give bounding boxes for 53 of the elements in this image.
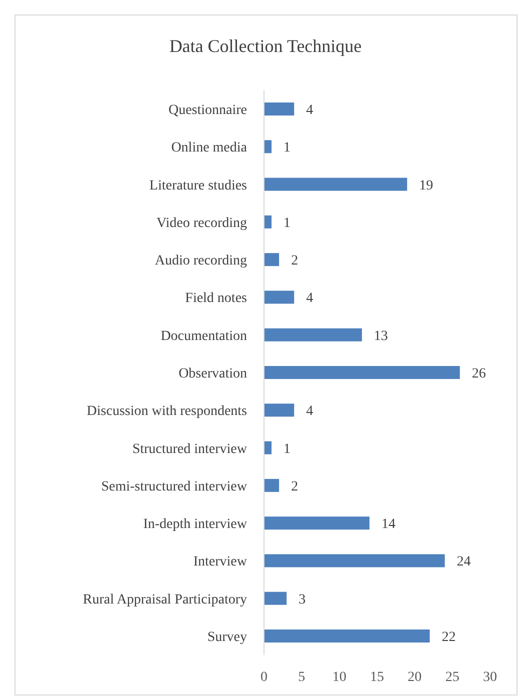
y-tick-label: Literature studies xyxy=(149,178,247,194)
y-tick-label: In-depth interview xyxy=(143,517,248,532)
y-tick-label: Audio recording xyxy=(154,254,247,269)
data-label: 2 xyxy=(291,254,298,269)
bar xyxy=(264,290,294,304)
data-label: 1 xyxy=(284,216,291,231)
y-tick-label: Documentation xyxy=(160,328,247,344)
bar xyxy=(264,516,370,530)
data-label: 24 xyxy=(456,554,471,570)
bar xyxy=(264,253,280,266)
y-tick-label: Interview xyxy=(193,554,248,570)
x-tick-label: 20 xyxy=(408,670,422,685)
bar xyxy=(264,215,272,228)
y-tick-label: Structured interview xyxy=(132,442,248,457)
bar xyxy=(264,630,430,642)
y-tick-label: Survey xyxy=(207,630,247,645)
y-tick-label: Questionnaire xyxy=(168,103,247,118)
data-label: 2 xyxy=(291,479,298,494)
bar xyxy=(264,102,294,116)
bar xyxy=(264,328,362,342)
data-label: 4 xyxy=(306,103,314,118)
data-label: 19 xyxy=(419,178,434,194)
y-tick-label: Video recording xyxy=(156,216,247,231)
bar xyxy=(264,366,460,379)
data-label: 3 xyxy=(298,592,306,608)
x-tick-label: 0 xyxy=(260,670,268,685)
data-label: 4 xyxy=(306,291,314,306)
x-tick-label: 25 xyxy=(445,670,460,685)
data-label: 1 xyxy=(284,442,291,457)
y-tick-label: Observation xyxy=(178,366,247,382)
bar xyxy=(264,140,272,154)
y-tick-label: Online media xyxy=(171,140,248,156)
y-tick-label: Semi-structured interview xyxy=(101,479,248,494)
bar xyxy=(264,404,294,417)
bar xyxy=(264,441,272,454)
data-label: 4 xyxy=(306,404,314,420)
data-label: 14 xyxy=(381,517,396,532)
y-tick-label: Rural Appraisal Participatory xyxy=(82,592,247,608)
chart-title: Data Collection Technique xyxy=(169,36,362,56)
x-tick-label: 15 xyxy=(370,670,384,685)
bar xyxy=(264,592,287,605)
x-tick-label: 30 xyxy=(483,670,497,685)
y-tick-label: Discussion with respondents xyxy=(86,404,247,420)
bar xyxy=(264,554,445,568)
data-label: 1 xyxy=(284,140,291,156)
bar xyxy=(264,478,280,492)
data-label: 13 xyxy=(374,328,388,344)
x-tick-label: 5 xyxy=(298,670,306,685)
y-tick-label: Field notes xyxy=(185,291,247,306)
bar xyxy=(264,178,408,191)
data-label: 26 xyxy=(472,366,486,382)
data-label: 22 xyxy=(442,630,456,645)
x-tick-label: 10 xyxy=(332,670,346,685)
